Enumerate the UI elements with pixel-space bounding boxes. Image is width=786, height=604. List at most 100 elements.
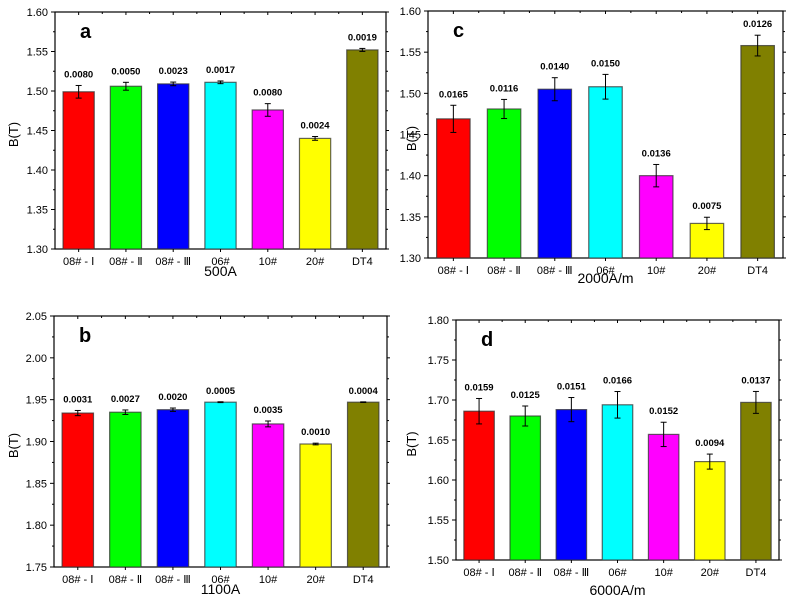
data-label: 0.0023: [159, 66, 188, 77]
data-label: 0.0005: [206, 386, 236, 397]
bar-2: [109, 411, 142, 568]
data-label: 0.0116: [490, 83, 519, 94]
y-tick-label: 1.55: [27, 47, 48, 59]
y-tick-label: 1.80: [26, 520, 47, 532]
data-label: 0.0024: [301, 121, 331, 132]
x-tick-label: 06#: [608, 567, 627, 579]
y-tick-label: 1.40: [27, 165, 48, 177]
x-tick-label: 06#: [211, 574, 230, 586]
data-label: 0.0166: [603, 376, 632, 387]
data-label: 0.0080: [64, 69, 93, 80]
data-label: 0.0126: [743, 19, 772, 30]
y-tick-label: 1.50: [400, 88, 421, 100]
y-tick-label: 1.95: [26, 395, 47, 407]
data-label: 0.0152: [649, 406, 678, 417]
y-tick-label: 1.40: [400, 171, 421, 183]
bar-3: [537, 88, 573, 259]
data-label: 0.0019: [348, 32, 377, 43]
bar-3: [555, 409, 588, 561]
bar-5: [638, 175, 674, 259]
x-tick-label: 08# - Ⅲ: [155, 256, 191, 268]
data-label: 0.0027: [111, 394, 140, 405]
bar-3: [157, 83, 190, 250]
chart-panel-b: 1.75 1.80 1.85 1.90 1.95 2.00 2.05 0.0031 08# - …: [6, 311, 390, 597]
data-label: 0.0165: [439, 89, 469, 100]
y-tick-label: 1.85: [26, 478, 47, 490]
x-tick-label: 08# - Ⅲ: [155, 574, 191, 586]
y-tick-label: 1.50: [27, 86, 48, 98]
x-axis-title: 2000A/m: [577, 270, 633, 286]
y-tick-label: 1.55: [400, 47, 421, 59]
y-axis-title: B(T): [404, 126, 419, 151]
data-label: 0.0050: [111, 66, 140, 77]
bar-7: [740, 44, 775, 259]
x-tick-label: DT4: [746, 567, 767, 579]
bar-4: [204, 401, 237, 568]
bar-5: [647, 433, 680, 561]
x-tick-label: 08# - Ⅱ: [508, 567, 542, 579]
bar-7: [346, 401, 380, 568]
data-label: 0.0136: [642, 148, 671, 159]
x-tick-label: 08# - Ⅰ: [63, 256, 94, 268]
x-tick-label: 08# - Ⅰ: [438, 265, 469, 277]
data-label: 0.0137: [741, 375, 770, 386]
data-label: 0.0125: [511, 390, 541, 401]
x-tick-label: 20#: [306, 256, 325, 268]
panel-letter: d: [481, 329, 493, 351]
x-tick-label: 06#: [596, 265, 615, 277]
x-axis-title: 1100A: [201, 581, 241, 597]
bar-3: [156, 409, 190, 568]
panel-letter: a: [80, 21, 92, 43]
bar-6: [693, 461, 726, 561]
data-label: 0.0017: [206, 65, 235, 76]
data-label: 0.0004: [349, 386, 379, 397]
x-tick-label: 06#: [211, 256, 230, 268]
data-label: 0.0020: [158, 392, 187, 403]
x-axis-title: 500A: [204, 263, 237, 279]
data-label: 0.0159: [465, 382, 494, 393]
y-axis-title: B(T): [6, 433, 21, 458]
y-tick-label: 1.50: [428, 555, 449, 567]
data-label: 0.0075: [692, 201, 722, 212]
y-tick-label: 2.05: [26, 311, 47, 323]
bar-6: [299, 443, 332, 568]
panel-letter: c: [453, 20, 464, 42]
bar-4: [588, 86, 623, 259]
x-tick-label: 08# - Ⅲ: [553, 567, 589, 579]
bar-5: [251, 423, 285, 568]
chart-panel-c: 1.30 1.35 1.40 1.45 1.50 1.55 1.60 0.0165 08# - …: [400, 6, 786, 286]
data-label: 0.0035: [254, 405, 284, 416]
x-tick-label: DT4: [352, 256, 373, 268]
bar-1: [61, 412, 95, 568]
bar-5: [251, 109, 284, 250]
x-tick-label: 10#: [259, 256, 278, 268]
y-axis-title: B(T): [6, 122, 21, 147]
y-tick-label: 1.35: [27, 205, 48, 217]
y-tick-label: 1.30: [27, 244, 48, 256]
x-tick-label: 20#: [698, 265, 717, 277]
y-tick-label: 1.75: [428, 355, 449, 367]
x-tick-label: 10#: [259, 574, 278, 586]
data-label: 0.0010: [301, 427, 330, 438]
bar-2: [109, 85, 143, 250]
bar-1: [463, 410, 495, 561]
y-tick-label: 1.30: [400, 253, 421, 265]
y-tick-label: 2.00: [26, 353, 47, 365]
y-tick-label: 1.45: [27, 126, 48, 138]
x-tick-label: 08# - Ⅱ: [487, 265, 521, 277]
data-label: 0.0080: [253, 88, 282, 99]
x-tick-label: 20#: [306, 574, 325, 586]
bar-2: [509, 415, 542, 561]
bar-1: [436, 118, 471, 259]
bar-6: [298, 137, 332, 250]
chart-panel-d: 1.50 1.55 1.60 1.65 1.70 1.75 1.80 0.0159 08# - …: [404, 315, 782, 598]
y-tick-label: 1.45: [400, 130, 421, 142]
x-tick-label: DT4: [353, 574, 374, 586]
panel-letter: b: [79, 325, 91, 347]
x-tick-label: 08# - Ⅱ: [109, 256, 143, 268]
chart-panel-a: 1.30 1.35 1.40 1.45 1.50 1.55 1.60 0.0080 08# - …: [6, 7, 389, 279]
data-label: 0.0151: [557, 382, 587, 393]
y-tick-label: 1.70: [428, 395, 449, 407]
bar-7: [740, 401, 772, 561]
